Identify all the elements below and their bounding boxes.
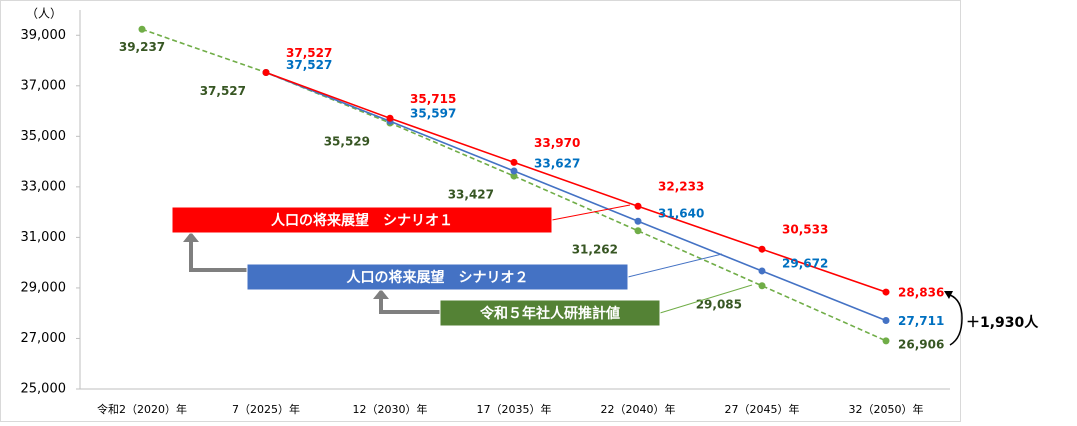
x-tick-label: 32（2050）年	[849, 402, 924, 416]
data-point	[510, 158, 518, 166]
data-point	[262, 68, 270, 76]
data-point	[882, 337, 890, 345]
legend-box	[439, 299, 661, 327]
y-tick-label: 37,000	[21, 78, 67, 93]
data-label: 32,233	[658, 180, 704, 194]
data-point	[882, 317, 890, 325]
y-tick-label: 25,000	[21, 382, 67, 397]
y-tick-label: 29,000	[21, 280, 67, 295]
data-label: 30,533	[782, 223, 828, 237]
data-label: 28,836	[898, 286, 944, 300]
arrow-head	[183, 232, 199, 242]
data-point	[510, 167, 518, 175]
data-label: 29,672	[782, 256, 828, 270]
leader-line	[551, 204, 631, 221]
data-point	[882, 288, 890, 296]
data-point	[758, 245, 766, 253]
connector-arrow	[189, 238, 247, 272]
data-label: 26,906	[898, 337, 944, 351]
data-label: 37,527	[200, 84, 246, 98]
data-label: 37,527	[286, 46, 332, 60]
data-label: 31,262	[572, 242, 618, 256]
data-point	[758, 267, 766, 275]
x-tick-label: 17（2035）年	[477, 402, 552, 416]
data-label: 37,527	[286, 58, 332, 72]
arrow-head	[944, 291, 953, 299]
x-tick-label: 22（2040）年	[601, 402, 676, 416]
data-label: 33,970	[534, 136, 580, 150]
connector-arrow	[379, 295, 440, 314]
data-label: 35,715	[410, 92, 456, 106]
data-point	[138, 25, 146, 33]
data-label: 39,237	[119, 40, 165, 54]
arrow-head	[373, 289, 389, 299]
data-point	[634, 227, 642, 235]
data-label: 35,529	[324, 134, 370, 148]
data-label: 33,427	[448, 188, 494, 202]
data-point	[634, 202, 642, 210]
series-line	[141, 28, 887, 342]
x-tick-label: 7（2025）年	[232, 402, 300, 416]
data-label: 33,627	[534, 157, 580, 171]
data-label: 35,597	[410, 107, 456, 121]
legend-label: 令和５年社人研推計値	[479, 305, 620, 322]
series-line	[265, 71, 887, 293]
legend-box	[171, 206, 553, 234]
y-tick-label: 35,000	[21, 129, 67, 144]
x-tick-label: 12（2030）年	[353, 402, 428, 416]
data-label: 31,640	[658, 207, 704, 221]
data-label: 29,085	[696, 297, 742, 311]
x-tick-label: 27（2045）年	[725, 402, 800, 416]
data-label: 27,711	[898, 314, 944, 328]
data-point	[386, 114, 394, 122]
leader-line	[659, 284, 753, 314]
y-tick-label: 27,000	[21, 331, 67, 346]
y-tick-label: 31,000	[21, 230, 67, 245]
x-tick-label: 令和2（2020）年	[97, 402, 187, 416]
data-point	[634, 217, 642, 225]
data-point	[510, 172, 518, 180]
data-point	[758, 282, 766, 290]
y-tick-label: 33,000	[21, 179, 67, 194]
y-unit-label: （人）	[26, 7, 62, 21]
legend-box	[246, 263, 629, 291]
legend-label: 人口の将来展望 シナリオ１	[271, 212, 453, 229]
difference-brace	[949, 294, 963, 346]
legend-label: 人口の将来展望 シナリオ２	[347, 269, 529, 286]
y-tick-label: 39,000	[21, 28, 67, 43]
series-line	[265, 71, 887, 322]
leader-line	[627, 253, 723, 278]
difference-annotation: ＋1,930人	[966, 314, 1039, 331]
